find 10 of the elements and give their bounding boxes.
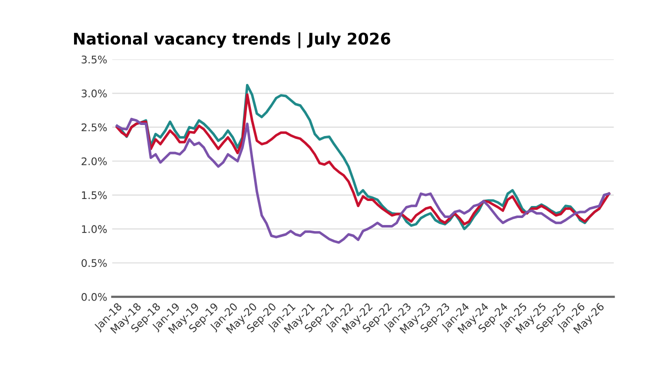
line-series xyxy=(116,118,610,244)
y-tick-label: 0.0% xyxy=(82,293,107,301)
y-tick-label: 3.0% xyxy=(82,90,107,98)
y-tick-label: 2.5% xyxy=(82,123,107,132)
y-tick-label: 2.0% xyxy=(82,157,107,166)
chart-title: National vacancy trends | July 2026 xyxy=(74,32,390,48)
y-tick-label: 1.5% xyxy=(82,191,107,200)
y-tick-label: 0.5% xyxy=(82,259,107,267)
y-tick-label: 3.5% xyxy=(82,56,107,64)
y-tick-label: 1.0% xyxy=(82,225,107,234)
